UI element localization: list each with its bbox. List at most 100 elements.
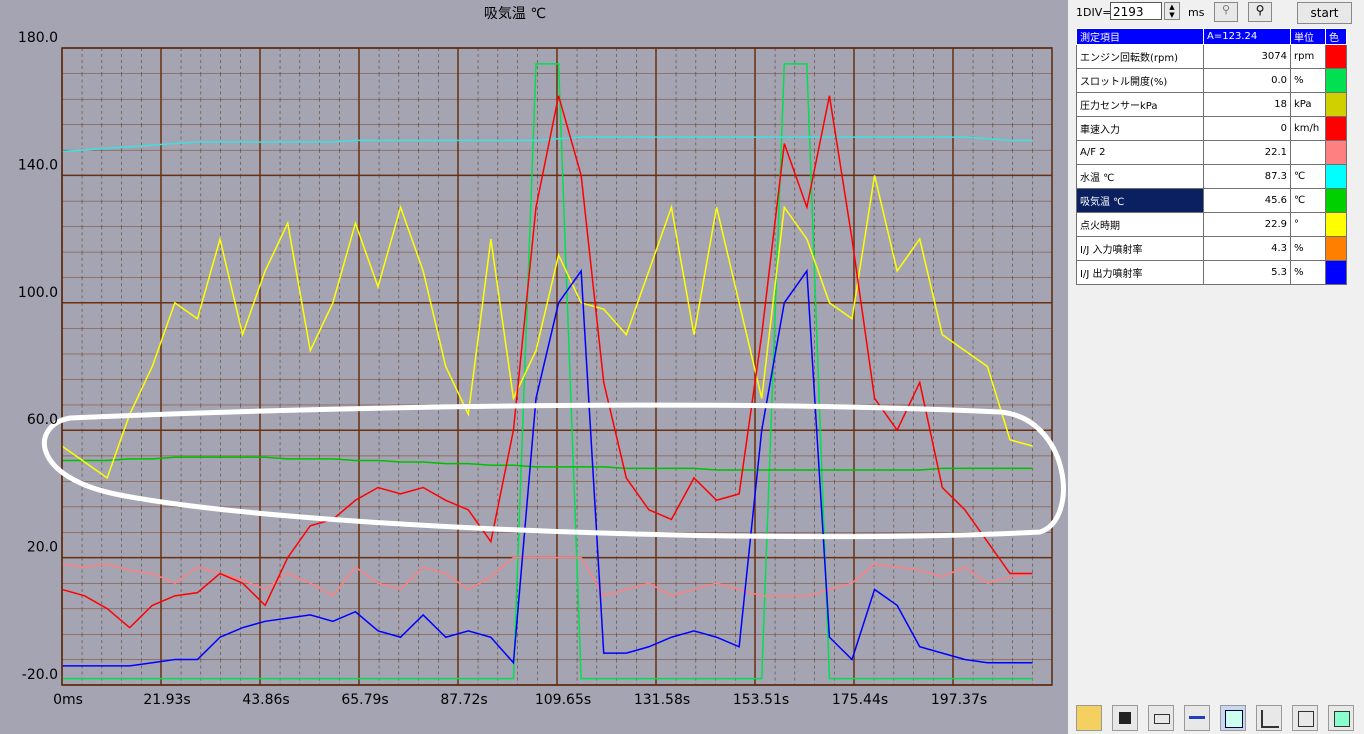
color-swatch bbox=[1325, 68, 1347, 93]
channel-name: 圧力センサーkPa bbox=[1076, 92, 1204, 117]
x-tick-label: 21.93s bbox=[143, 692, 190, 708]
series-line bbox=[61, 175, 1033, 480]
view-button[interactable] bbox=[1220, 705, 1246, 731]
div-label: 1DIV= bbox=[1076, 6, 1112, 19]
channel-unit bbox=[1290, 140, 1326, 165]
color-swatch bbox=[1325, 164, 1347, 189]
channel-value: 45.6 bbox=[1203, 188, 1291, 213]
channel-value: 4.3 bbox=[1203, 236, 1291, 261]
y-tick-label: 140.0 bbox=[18, 157, 58, 173]
export-button[interactable] bbox=[1184, 705, 1210, 731]
y-tick-label: -20.0 bbox=[22, 667, 58, 683]
table-row[interactable]: スロットル開度(%) 0.0% bbox=[1076, 68, 1347, 93]
header-cell: 色 bbox=[1325, 28, 1347, 45]
open-button[interactable] bbox=[1076, 705, 1102, 731]
header-cell: A=123.24 bbox=[1203, 28, 1291, 45]
table-row[interactable]: エンジン回転数(rpm) 3074 rpm bbox=[1076, 44, 1347, 69]
start-button[interactable]: start bbox=[1297, 2, 1352, 24]
x-tick-label: 65.79s bbox=[341, 692, 388, 708]
x-tick-label: 197.37s bbox=[931, 692, 987, 708]
channel-name: 点火時期 bbox=[1076, 212, 1204, 237]
series bbox=[61, 63, 1033, 680]
channel-unit: % bbox=[1290, 236, 1326, 261]
series-line bbox=[61, 136, 1033, 153]
x-tick-label: 0ms bbox=[53, 692, 83, 708]
x-tick-label: 43.86s bbox=[242, 692, 289, 708]
channel-unit: % bbox=[1290, 260, 1326, 285]
table-row[interactable]: I/J 出力噴射率 5.3% bbox=[1076, 260, 1347, 285]
side-panel: 1DIV= 2193 ▲ ▼ ms ⚲ ⚲ start 測定項目 A=123.24 単… bbox=[1068, 0, 1364, 734]
settings-button[interactable] bbox=[1328, 705, 1354, 731]
channel-unit: ° bbox=[1290, 212, 1326, 237]
zoom-out-button[interactable]: ⚲ bbox=[1214, 2, 1238, 22]
table-row[interactable]: 吸気温 ℃ 45.6 ℃ bbox=[1076, 188, 1347, 213]
graph-button[interactable] bbox=[1256, 705, 1282, 731]
spinner[interactable]: ▲ ▼ bbox=[1164, 2, 1180, 20]
color-swatch bbox=[1325, 236, 1347, 261]
x-tick-label: 87.72s bbox=[440, 692, 487, 708]
channel-value: 18 bbox=[1203, 92, 1291, 117]
channel-name: 車速入力 bbox=[1076, 116, 1204, 141]
channel-value: 0.0 bbox=[1203, 68, 1291, 93]
series-line bbox=[62, 268, 1033, 667]
color-swatch bbox=[1325, 116, 1347, 141]
channel-name: I/J 出力噴射率 bbox=[1076, 260, 1204, 285]
channel-name: I/J 入力噴射率 bbox=[1076, 236, 1204, 261]
table-row[interactable]: 水温 ℃ 87.3 ℃ bbox=[1076, 164, 1347, 189]
color-swatch bbox=[1325, 92, 1347, 117]
color-swatch bbox=[1325, 260, 1347, 285]
channel-unit: ℃ bbox=[1290, 164, 1326, 189]
channel-unit: % bbox=[1290, 68, 1326, 93]
color-swatch bbox=[1325, 44, 1347, 69]
channel-value: 87.3 bbox=[1203, 164, 1291, 189]
highlight-ellipse bbox=[42, 402, 1066, 540]
channel-unit: km/h bbox=[1290, 116, 1326, 141]
channel-table: 測定項目 A=123.24 単位色エンジン回転数(rpm) 3074 rpm スロットル開… bbox=[1076, 28, 1347, 285]
channel-unit: kPa bbox=[1290, 92, 1326, 117]
channel-unit: ℃ bbox=[1290, 188, 1326, 213]
channel-name: 水温 ℃ bbox=[1076, 164, 1204, 189]
color-swatch bbox=[1325, 212, 1347, 237]
channel-name: スロットル開度(%) bbox=[1076, 68, 1204, 93]
channel-value: 3074 bbox=[1203, 44, 1291, 69]
table-row[interactable]: 車速入力 0 km/h bbox=[1076, 116, 1347, 141]
div-input[interactable]: 2193 bbox=[1110, 2, 1162, 20]
x-tick-label: 109.65s bbox=[535, 692, 591, 708]
color-swatch bbox=[1325, 140, 1347, 165]
x-tick-label: 131.58s bbox=[634, 692, 690, 708]
series-line bbox=[62, 456, 1033, 471]
y-tick-label: 180.0 bbox=[18, 30, 58, 46]
x-tick-label: 175.44s bbox=[832, 692, 888, 708]
channel-name: エンジン回転数(rpm) bbox=[1076, 44, 1204, 69]
x-tick-label: 153.51s bbox=[733, 692, 789, 708]
plot-border bbox=[61, 47, 1053, 686]
channel-name: A/F 2 bbox=[1076, 140, 1204, 165]
unit-label: ms bbox=[1188, 6, 1205, 19]
channel-name: 吸気温 ℃ bbox=[1076, 188, 1204, 213]
table-row[interactable]: A/F 2 22.1 bbox=[1076, 140, 1347, 165]
channel-unit: rpm bbox=[1290, 44, 1326, 69]
zoom-in-button[interactable]: ⚲ bbox=[1248, 2, 1272, 22]
print-button[interactable] bbox=[1148, 705, 1174, 731]
table-row[interactable]: 点火時期 22.9 ° bbox=[1076, 212, 1347, 237]
channel-value: 22.9 bbox=[1203, 212, 1291, 237]
series-line bbox=[62, 63, 1033, 680]
y-tick-label: 60.0 bbox=[27, 412, 58, 428]
series-line bbox=[61, 95, 1033, 629]
chart-title: 吸気温 ℃ bbox=[484, 6, 546, 22]
channel-value: 0 bbox=[1203, 116, 1291, 141]
channel-value: 5.3 bbox=[1203, 260, 1291, 285]
header-cell: 単位 bbox=[1290, 28, 1326, 45]
y-tick-label: 20.0 bbox=[27, 540, 58, 556]
y-tick-label: 100.0 bbox=[18, 285, 58, 301]
table-header: 測定項目 A=123.24 単位色 bbox=[1076, 28, 1347, 45]
table-row[interactable]: 圧力センサーkPa 18 kPa bbox=[1076, 92, 1347, 117]
list-button[interactable] bbox=[1292, 705, 1318, 731]
color-swatch bbox=[1325, 188, 1347, 213]
header-cell: 測定項目 bbox=[1076, 28, 1204, 45]
channel-value: 22.1 bbox=[1203, 140, 1291, 165]
table-row[interactable]: I/J 入力噴射率 4.3% bbox=[1076, 236, 1347, 261]
chart: 吸気温 ℃ 180.0 140.0 100.0 60.0 20.0 -20.0 0ms 21.… bbox=[0, 0, 1068, 734]
save-button[interactable] bbox=[1112, 705, 1138, 731]
